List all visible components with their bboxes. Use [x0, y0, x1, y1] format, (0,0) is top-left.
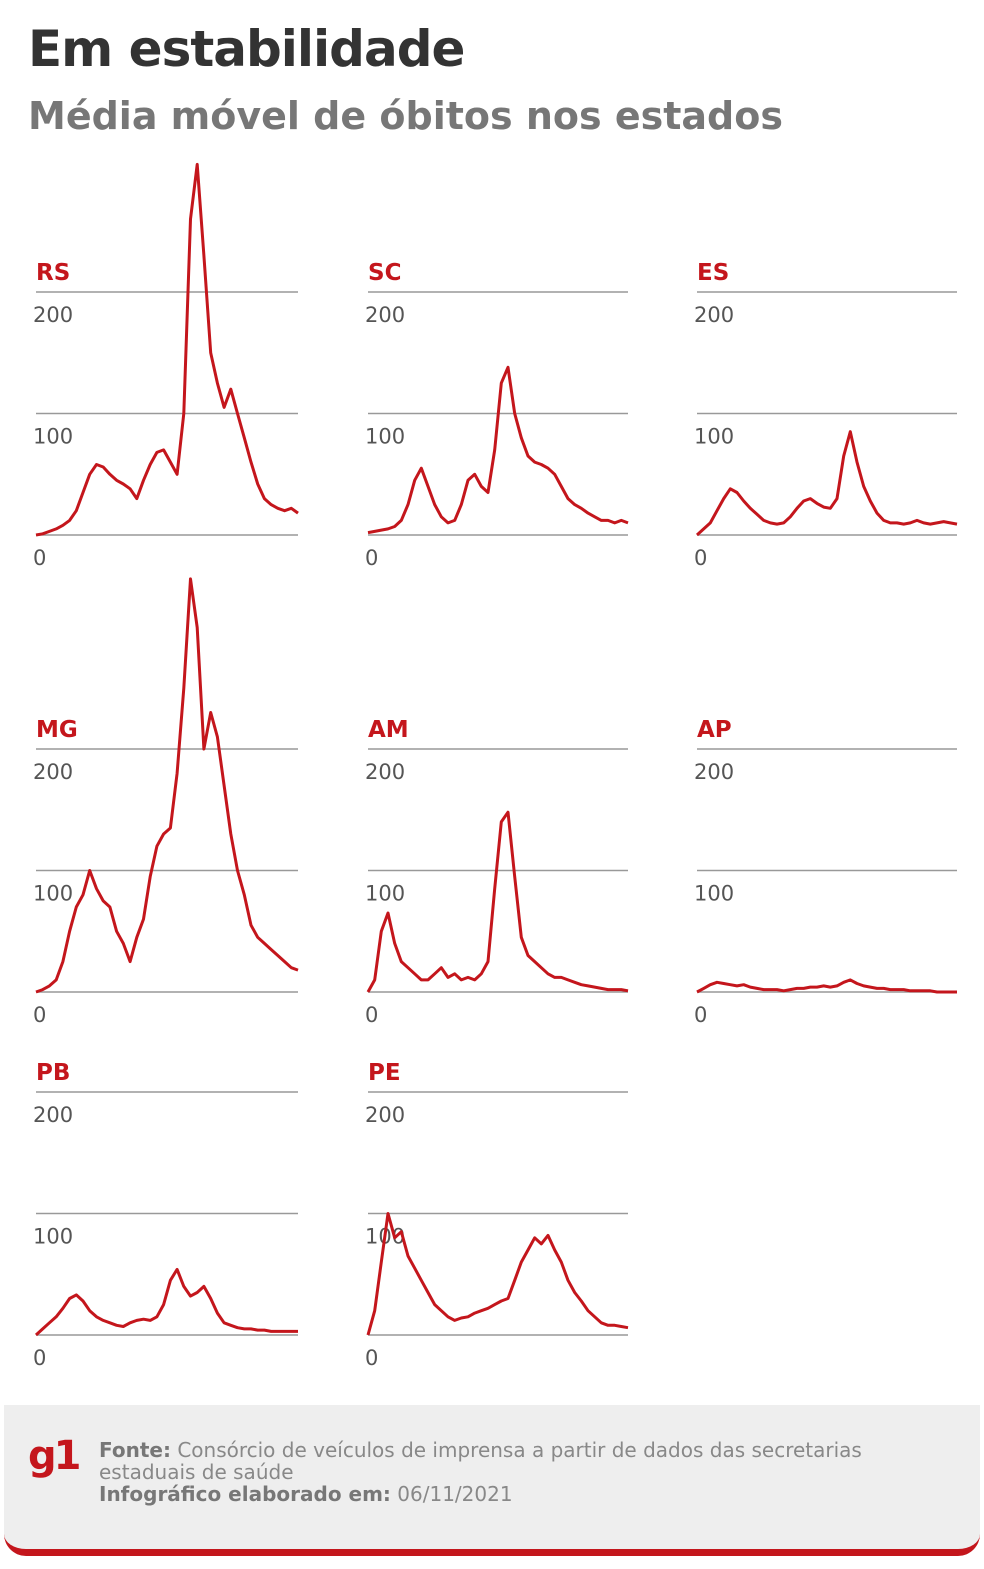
data-line: [695, 430, 958, 537]
y-tick-label: 200: [365, 303, 405, 327]
y-tick-label: 200: [694, 303, 734, 327]
y-tick-label: 200: [33, 303, 73, 327]
y-tick-label: 200: [365, 760, 405, 784]
title: Em estabilidade: [28, 20, 465, 78]
data-line: [366, 810, 629, 993]
data-line: [696, 978, 957, 994]
date: 06/11/2021: [397, 1482, 513, 1506]
panel-title: ES: [697, 260, 729, 286]
panel-title: SC: [368, 260, 401, 286]
panel-title: PB: [36, 1060, 70, 1086]
y-tick-label: 200: [694, 760, 734, 784]
y-tick-label: 200: [33, 1103, 73, 1127]
y-tick-label: 100: [33, 882, 73, 906]
source: Consórcio de veículos de imprensa a part…: [99, 1438, 862, 1484]
panel-title: PE: [368, 1060, 401, 1086]
y-tick-label: 100: [33, 1225, 73, 1249]
y-tick-label: 200: [365, 1103, 405, 1127]
y-tick-label: 200: [33, 760, 73, 784]
data-line: [35, 577, 299, 994]
data-line: [367, 365, 629, 535]
y-tick-label: 100: [694, 425, 734, 449]
data-line: [35, 162, 299, 537]
panel-title: AM: [368, 717, 409, 743]
y-tick-label: 0: [33, 546, 46, 570]
logo: g1: [28, 1433, 81, 1479]
y-tick-label: 100: [33, 425, 73, 449]
data-line: [366, 1212, 629, 1336]
y-tick-label: 0: [694, 1003, 707, 1027]
y-tick-label: 100: [365, 425, 405, 449]
y-tick-label: 0: [365, 546, 378, 570]
footer-text: Fonte: Consórcio de veículos de imprensa…: [99, 1439, 919, 1505]
data-line: [34, 1267, 298, 1337]
panel-title: MG: [36, 717, 78, 743]
y-tick-label: 100: [365, 882, 405, 906]
y-tick-label: 0: [33, 1346, 46, 1370]
date-label: Infográfico elaborado em:: [99, 1482, 391, 1506]
y-tick-label: 100: [694, 882, 734, 906]
charts: RS 0 100 200 SC 0 100 200 ES 0 100 200 MG 0 100 200 AM 0 1…: [33, 162, 958, 1370]
y-tick-label: 0: [365, 1346, 378, 1370]
footer: g1 Fonte: Consórcio de veículos de impre…: [4, 1405, 980, 1556]
source-label: Fonte:: [99, 1438, 171, 1462]
panel-title: AP: [697, 717, 732, 743]
y-tick-label: 0: [694, 546, 707, 570]
subtitle: Média móvel de óbitos nos estados: [28, 94, 783, 138]
y-tick-label: 0: [365, 1003, 378, 1027]
panel-title: RS: [36, 260, 70, 286]
y-tick-label: 0: [33, 1003, 46, 1027]
